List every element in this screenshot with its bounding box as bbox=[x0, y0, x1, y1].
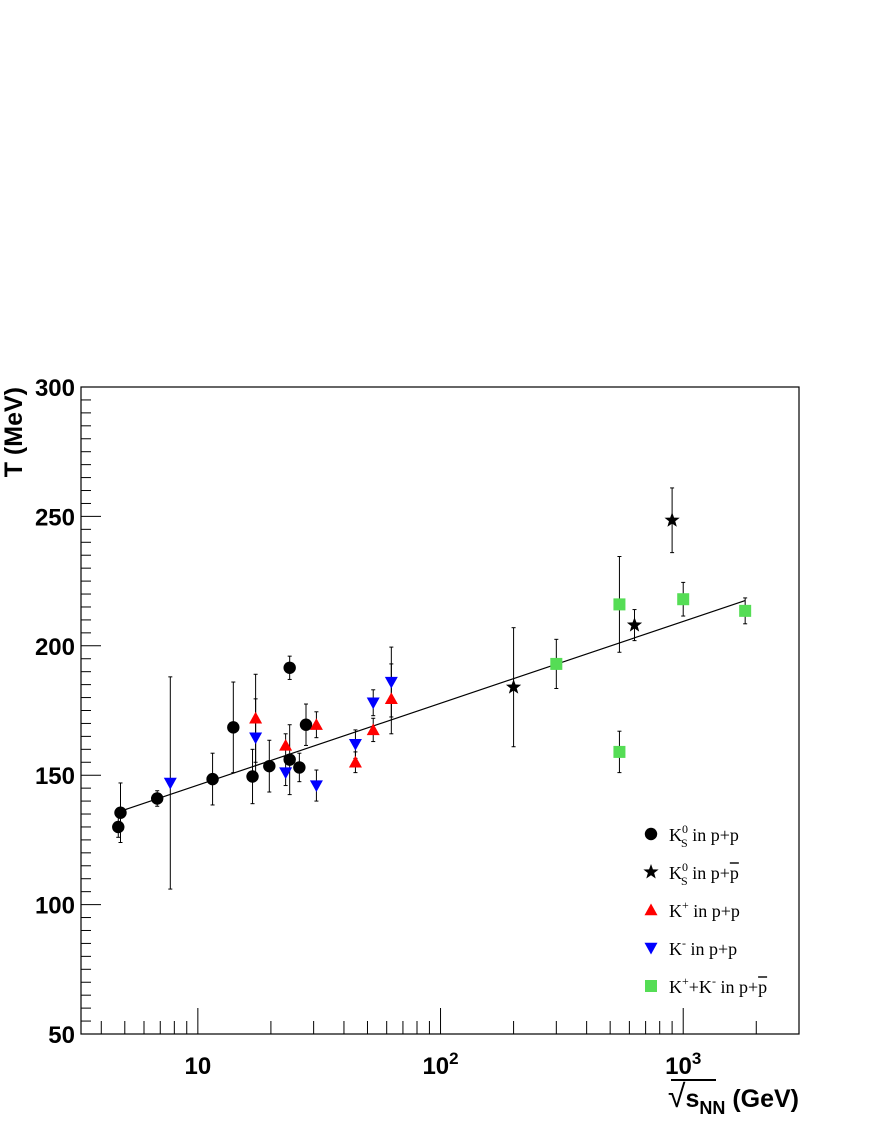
legend-label: K++K- in p+p bbox=[669, 974, 767, 997]
data-point bbox=[384, 676, 398, 689]
data-point bbox=[309, 718, 323, 730]
legend-marker bbox=[644, 827, 658, 841]
data-point bbox=[384, 692, 398, 705]
data-point bbox=[249, 732, 263, 745]
data-point bbox=[309, 780, 323, 793]
legend-label: K0 S in p+p bbox=[669, 822, 739, 850]
y-tick-label: 150 bbox=[35, 763, 75, 790]
markers-layer bbox=[112, 512, 752, 834]
data-point bbox=[151, 792, 164, 805]
x-tick-label: 102 bbox=[422, 1049, 458, 1080]
data-point bbox=[677, 593, 690, 606]
data-point bbox=[366, 723, 380, 736]
data-point bbox=[613, 598, 626, 611]
data-point bbox=[348, 755, 362, 768]
data-point bbox=[739, 604, 752, 617]
legend-marker bbox=[643, 864, 659, 879]
data-point bbox=[293, 761, 306, 774]
legend-label: K- in p+p bbox=[669, 936, 737, 959]
legend-marker bbox=[644, 942, 658, 955]
data-point bbox=[114, 806, 127, 819]
x-tick-label: 10 bbox=[184, 1053, 211, 1080]
data-point bbox=[283, 753, 296, 766]
data-point bbox=[163, 777, 177, 790]
data-point bbox=[279, 738, 293, 751]
axes-layer: 50 100 150 200 250 300 10 102 103 T (MeV) √sNN (Ge… bbox=[0, 375, 800, 1118]
y-tick-label: 300 bbox=[35, 375, 75, 402]
data-point bbox=[550, 657, 563, 670]
legend-label: K0 S in p+p bbox=[669, 860, 739, 888]
legend-marker bbox=[645, 980, 657, 992]
x-tick-label: 103 bbox=[665, 1049, 701, 1080]
y-tick-label: 100 bbox=[35, 893, 75, 920]
y-tick-label: 250 bbox=[35, 504, 75, 531]
data-point bbox=[626, 617, 643, 632]
plot-frame bbox=[80, 386, 800, 1035]
data-point bbox=[279, 767, 293, 780]
data-point bbox=[227, 721, 240, 734]
y-tick-label: 200 bbox=[35, 634, 75, 661]
legend: K0 S in p+p K0 S in p+p K+ in p+p K- in p+p K+… bbox=[643, 822, 768, 997]
y-axis-title: T (MeV) bbox=[0, 387, 28, 477]
y-tick-label: 50 bbox=[48, 1022, 75, 1049]
data-point bbox=[299, 718, 313, 731]
data-point bbox=[505, 679, 522, 694]
data-point bbox=[112, 820, 125, 834]
data-point bbox=[249, 711, 263, 724]
fit-line bbox=[115, 599, 746, 814]
data-point bbox=[206, 772, 219, 786]
legend-marker bbox=[644, 903, 658, 916]
fit-line-layer bbox=[115, 599, 746, 814]
legend-label: K+ in p+p bbox=[669, 898, 740, 921]
data-point bbox=[613, 745, 626, 758]
data-point bbox=[348, 738, 362, 751]
data-point bbox=[366, 697, 380, 710]
data-point bbox=[246, 770, 259, 783]
plot-frame-layer bbox=[80, 386, 800, 1035]
data-point bbox=[263, 759, 276, 773]
data-point bbox=[283, 661, 296, 674]
x-axis-title: √sNN (GeV) bbox=[668, 1078, 799, 1118]
data-point bbox=[664, 512, 680, 527]
